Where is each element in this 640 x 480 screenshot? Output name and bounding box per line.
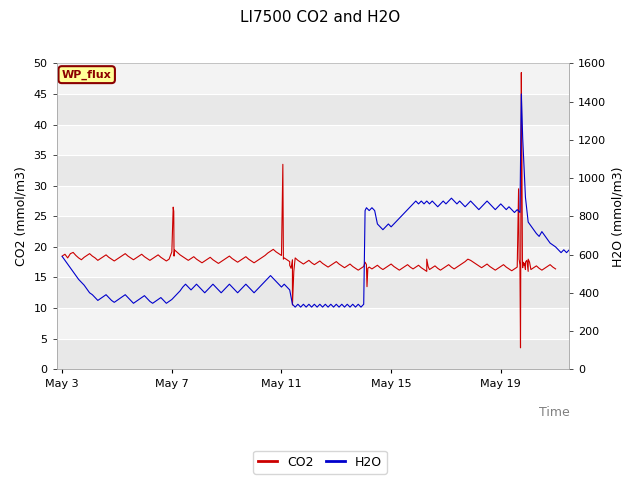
Y-axis label: H2O (mmol/m3): H2O (mmol/m3) xyxy=(612,166,625,266)
Text: WP_flux: WP_flux xyxy=(62,70,111,80)
Bar xyxy=(57,125,570,155)
Y-axis label: CO2 (mmol/m3): CO2 (mmol/m3) xyxy=(15,167,28,266)
Legend: CO2, H2O: CO2, H2O xyxy=(253,451,387,474)
Bar xyxy=(57,63,570,94)
Bar xyxy=(57,247,570,277)
Bar xyxy=(57,186,570,216)
Text: Time: Time xyxy=(538,406,570,419)
Text: LI7500 CO2 and H2O: LI7500 CO2 and H2O xyxy=(240,10,400,24)
Bar xyxy=(57,308,570,339)
